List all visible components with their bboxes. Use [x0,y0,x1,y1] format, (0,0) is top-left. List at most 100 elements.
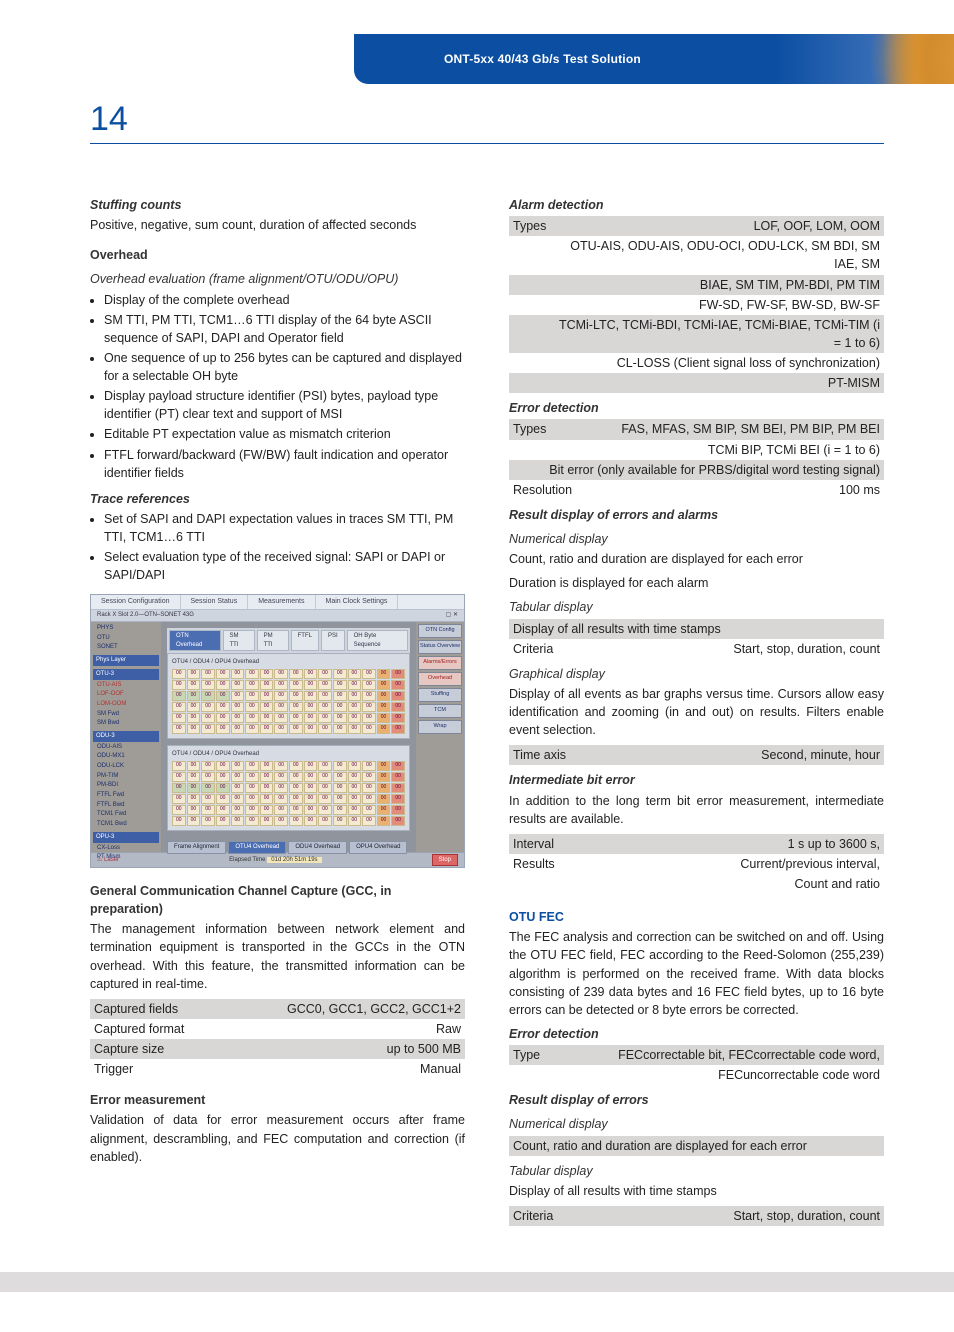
grid-cell: 00 [260,724,274,734]
subtab[interactable]: SM TTI [223,630,255,651]
ss-rbtn[interactable]: Overhead [418,672,462,686]
ss-rbtn[interactable]: Alarms/Errors [418,656,462,670]
grid-cell: 00 [289,772,303,782]
grid-cell: 00 [377,794,391,804]
tree-head[interactable]: OTU-3 [93,669,159,680]
grid-cell: 00 [318,772,332,782]
grid-cell: 00 [216,724,230,734]
grid-cell: 00 [274,816,288,826]
kv-key: Capture size [90,1039,222,1059]
grid-cell: 00 [348,669,362,679]
grid-cell: 00 [187,772,201,782]
grid-cell: 00 [304,805,318,815]
grid-cell: 00 [231,794,245,804]
tree-item[interactable]: SM Fwd [93,710,159,719]
elapsed-time: 01d 20h 51m 19s [267,857,321,863]
tree-item[interactable]: FTFL Bwd [93,801,159,810]
ss-tab[interactable]: Measurements [248,595,315,609]
tree-head[interactable]: Phys Layer [93,655,159,666]
grid-cell: 00 [274,691,288,701]
ss-rbtn[interactable]: OTN Config [418,624,462,638]
grid-cell: 00 [231,702,245,712]
tree-item[interactable]: FTFL Fwd [93,791,159,800]
tree-item[interactable]: LOM-OOM [93,700,159,709]
ss-rbtn[interactable]: Wrap [418,720,462,734]
kv-key: Criteria [509,639,598,659]
tree-item[interactable]: TCM1 Fwd [93,810,159,819]
kv-val: 1 s up to 3600 s, [603,834,884,854]
tree-item[interactable]: LOF-OOF [93,690,159,699]
tree-item[interactable]: PHYS [93,624,159,633]
grid-cell: 00 [304,702,318,712]
ss-rbtn[interactable]: Stuffing [418,688,462,702]
ss-mid: OTN Overhead SM TTI PM TTI FTFL PSI OH B… [161,622,416,852]
tree-item[interactable]: ODU-MX1 [93,752,159,761]
ss-rbtn[interactable]: TCM [418,704,462,718]
content-columns: Stuffing counts Positive, negative, sum … [90,194,884,1232]
grid-cell: 00 [172,691,186,701]
grid-cell: 00 [377,783,391,793]
kv-key: Captured format [90,1019,222,1039]
tree-item[interactable]: ODU-AIS [93,743,159,752]
grid-cell: 00 [391,724,405,734]
subtab[interactable]: PSI [321,630,345,651]
grid-cell: 00 [289,761,303,771]
grid-cell: 00 [201,713,215,723]
tree-item[interactable]: SONET [93,643,159,652]
ss-grid: 0000000000000000000000000000000000000000… [172,761,405,826]
ss-btab[interactable]: Frame Alignment [167,841,226,854]
grid-cell: 00 [260,669,274,679]
tree-head[interactable]: ODU-3 [93,731,159,742]
grid-cell: 00 [245,794,259,804]
tree-item[interactable]: SM Bwd [93,719,159,728]
ss-tab[interactable]: Main Clock Settings [316,595,399,609]
grid-cell: 00 [172,805,186,815]
grid-cell: 00 [333,702,347,712]
list-item: One sequence of up to 256 bytes can be c… [104,349,465,385]
subtab[interactable]: FTFL [291,630,319,651]
alarm-head: Alarm detection [509,196,884,214]
grid-cell: 00 [391,669,405,679]
grid-cell: 00 [201,761,215,771]
ss-btab[interactable]: OPU4 Overhead [349,841,407,854]
ss-btab[interactable]: ODU4 Overhead [288,841,347,854]
subtab[interactable]: OH Byte Sequence [347,630,408,651]
grid-cell: 00 [172,713,186,723]
panel-title: OTU4 / ODU4 / OPU4 Overhead [172,658,405,667]
gcc-head: General Communication Channel Capture (G… [90,882,465,918]
ss-rbtn[interactable]: Status Overview [418,640,462,654]
tree-item[interactable]: PM-TIM [93,772,159,781]
subtab[interactable]: PM TTI [257,630,289,651]
elapsed-text: Elapsed Time [229,857,265,863]
stop-button[interactable]: Stop [432,854,458,867]
window-icons[interactable]: ▢ ✕ [446,611,458,620]
grid-cell: 00 [318,691,332,701]
subtab[interactable]: OTN Overhead [169,630,221,651]
grid-cell: 00 [318,783,332,793]
tree-item[interactable]: ODU-LCK [93,762,159,771]
grid-cell: 00 [289,794,303,804]
left-column: Stuffing counts Positive, negative, sum … [90,194,487,1232]
grid-cell: 00 [289,783,303,793]
kv-key: Types [509,419,584,439]
ss-tab[interactable]: Session Configuration [91,595,181,609]
grid-cell: 00 [391,680,405,690]
list-item: SM TTI, PM TTI, TCM1…6 TTI display of th… [104,311,465,347]
grid-cell: 00 [362,669,376,679]
kv-key: Types [509,216,550,236]
kv-key: Trigger [90,1059,222,1079]
tree-head[interactable]: OPU-3 [93,832,159,843]
tree-item[interactable]: OTU-AIS [93,681,159,690]
header-banner: ONT-5xx 40/43 Gb/s Test Solution [354,34,954,84]
ss-tab[interactable]: Session Status [181,595,249,609]
tree-item[interactable]: TCM1 Bwd [93,820,159,829]
ss-btab[interactable]: OTU4 Overhead [228,841,286,854]
tree-item[interactable]: PM-BDI [93,781,159,790]
page: ONT-5xx 40/43 Gb/s Test Solution 14 Stuf… [0,0,954,1332]
grid-cell: 00 [231,713,245,723]
tree-item[interactable]: CX-Loss [93,844,159,853]
tree-item[interactable]: OTU [93,634,159,643]
grid-cell: 00 [172,772,186,782]
grid-cell: 00 [216,669,230,679]
grid-cell: 00 [187,669,201,679]
